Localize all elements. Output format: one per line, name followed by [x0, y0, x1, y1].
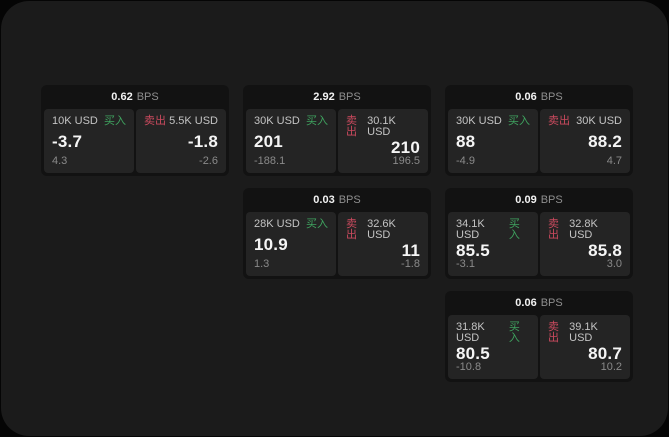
spread-value: 2.92	[313, 90, 335, 103]
sell-panel[interactable]: 卖出 30.1K USD 210 196.5	[338, 109, 428, 173]
buy-panel[interactable]: 28K USD 买入 10.9 1.3	[246, 212, 336, 276]
sell-price: 80.7	[588, 343, 622, 363]
buy-delta: -188.1	[254, 155, 286, 167]
spread-value: 0.09	[515, 193, 537, 206]
spread-unit: BPS	[540, 296, 563, 309]
spread-value: 0.62	[111, 90, 133, 103]
buy-size-label: 31.8K USD	[456, 321, 485, 344]
buy-tag: 买入	[508, 218, 520, 241]
sell-delta: -1.8	[401, 258, 420, 270]
buy-size-label: 28K USD	[254, 218, 300, 230]
spread-value: 0.06	[515, 90, 537, 103]
sell-panel[interactable]: 卖出 39.1K USD 80.7 10.2	[540, 315, 630, 379]
sell-delta: 10.2	[600, 361, 622, 373]
sell-price: 88.2	[588, 132, 622, 151]
buy-size-label: 30K USD	[456, 115, 502, 127]
buy-tag: 买入	[104, 115, 126, 127]
buy-delta: 1.3	[254, 258, 270, 270]
sell-tag: 卖出	[346, 218, 357, 241]
sell-tag: 卖出	[144, 115, 166, 127]
sell-size-label: 32.8K USD	[569, 218, 598, 241]
sell-size-label: 30.1K USD	[367, 115, 396, 138]
buy-price: 201	[254, 132, 283, 151]
buy-delta: -10.8	[456, 361, 482, 373]
buy-panel[interactable]: 30K USD 买入 201 -188.1	[246, 109, 336, 173]
spread-unit: BPS	[136, 90, 159, 103]
buy-size-label: 30K USD	[254, 115, 300, 127]
quote-panels: 31.8K USD 买入 80.5 -10.8 卖出 39.1K USD 80.…	[445, 315, 633, 382]
quote-card-0: 0.62 BPS 10K USD 买入 -3.7 4.3 卖出	[41, 85, 229, 176]
sell-price: 11	[401, 240, 420, 260]
sell-tag: 卖出	[548, 115, 570, 127]
quote-card-3: 0.03 BPS 28K USD 买入 10.9 1.3 卖出	[243, 188, 431, 279]
buy-price: -3.7	[52, 132, 83, 151]
buy-price: 88	[456, 132, 476, 151]
sell-delta: 3.0	[606, 258, 622, 270]
sell-panel[interactable]: 卖出 30K USD 88.2 4.7	[540, 109, 630, 173]
sell-panel[interactable]: 卖出 32.6K USD 11 -1.8	[338, 212, 428, 276]
quote-card-2: 0.06 BPS 30K USD 买入 88 -4.9 卖出	[445, 85, 633, 176]
buy-panel[interactable]: 30K USD 买入 88 -4.9	[448, 109, 538, 173]
sell-delta: -2.6	[199, 155, 218, 167]
buy-size-label: 10K USD	[52, 115, 98, 127]
sell-size-label: 32.6K USD	[367, 218, 396, 241]
sell-tag: 卖出	[548, 321, 559, 344]
quote-card-5: 0.06 BPS 31.8K USD 买入 80.5 -10.8 卖	[445, 291, 633, 382]
buy-size-label: 34.1K USD	[456, 218, 485, 241]
sell-delta: 196.5	[392, 155, 420, 167]
sell-size-label: 30K USD	[576, 115, 622, 127]
quote-panels: 30K USD 买入 88 -4.9 卖出 30K USD 88.2 4.7	[445, 109, 633, 176]
spread-header: 0.62 BPS	[41, 85, 229, 109]
sell-tag: 卖出	[346, 115, 357, 138]
buy-price: 10.9	[254, 235, 288, 254]
spread-unit: BPS	[540, 90, 563, 103]
sell-panel[interactable]: 卖出 32.8K USD 85.8 3.0	[540, 212, 630, 276]
buy-price: 85.5	[456, 240, 490, 260]
spread-header: 0.06 BPS	[445, 291, 633, 315]
spread-value: 0.03	[313, 193, 335, 206]
buy-tag: 买入	[306, 218, 328, 230]
sell-price: 210	[391, 137, 420, 157]
spread-unit: BPS	[540, 193, 563, 206]
buy-panel[interactable]: 31.8K USD 买入 80.5 -10.8	[448, 315, 538, 379]
spread-header: 0.03 BPS	[243, 188, 431, 212]
buy-delta: -4.9	[456, 155, 475, 167]
spread-header: 0.06 BPS	[445, 85, 633, 109]
spread-header: 2.92 BPS	[243, 85, 431, 109]
buy-panel[interactable]: 10K USD 买入 -3.7 4.3	[44, 109, 134, 173]
spread-header: 0.09 BPS	[445, 188, 633, 212]
spread-value: 0.06	[515, 296, 537, 309]
buy-tag: 买入	[508, 115, 530, 127]
quote-panels: 34.1K USD 买入 85.5 -3.1 卖出 32.8K USD 85.8…	[445, 212, 633, 279]
quote-card-4: 0.09 BPS 34.1K USD 买入 85.5 -3.1 卖出	[445, 188, 633, 279]
quote-card-1: 2.92 BPS 30K USD 买入 201 -188.1 卖出	[243, 85, 431, 176]
buy-delta: -3.1	[456, 258, 475, 270]
sell-delta: 4.7	[606, 155, 622, 167]
quote-panels: 28K USD 买入 10.9 1.3 卖出 32.6K USD 11 -1.8	[243, 212, 431, 279]
buy-tag: 买入	[306, 115, 328, 127]
sell-panel[interactable]: 卖出 5.5K USD -1.8 -2.6	[136, 109, 226, 173]
quote-card-grid: 0.62 BPS 10K USD 买入 -3.7 4.3 卖出	[41, 85, 633, 382]
sell-tag: 卖出	[548, 218, 559, 241]
quote-panels: 30K USD 买入 201 -188.1 卖出 30.1K USD 210 1…	[243, 109, 431, 176]
buy-panel[interactable]: 34.1K USD 买入 85.5 -3.1	[448, 212, 538, 276]
buy-delta: 4.3	[52, 155, 68, 167]
sell-price: -1.8	[187, 132, 218, 151]
buy-tag: 买入	[508, 321, 520, 344]
sell-size-label: 5.5K USD	[169, 115, 218, 127]
spread-unit: BPS	[338, 193, 361, 206]
sell-size-label: 39.1K USD	[569, 321, 598, 344]
buy-price: 80.5	[456, 343, 490, 363]
sell-price: 85.8	[588, 240, 622, 260]
spread-unit: BPS	[338, 90, 361, 103]
quote-panels: 10K USD 买入 -3.7 4.3 卖出 5.5K USD -1.8 -2.…	[41, 109, 229, 176]
